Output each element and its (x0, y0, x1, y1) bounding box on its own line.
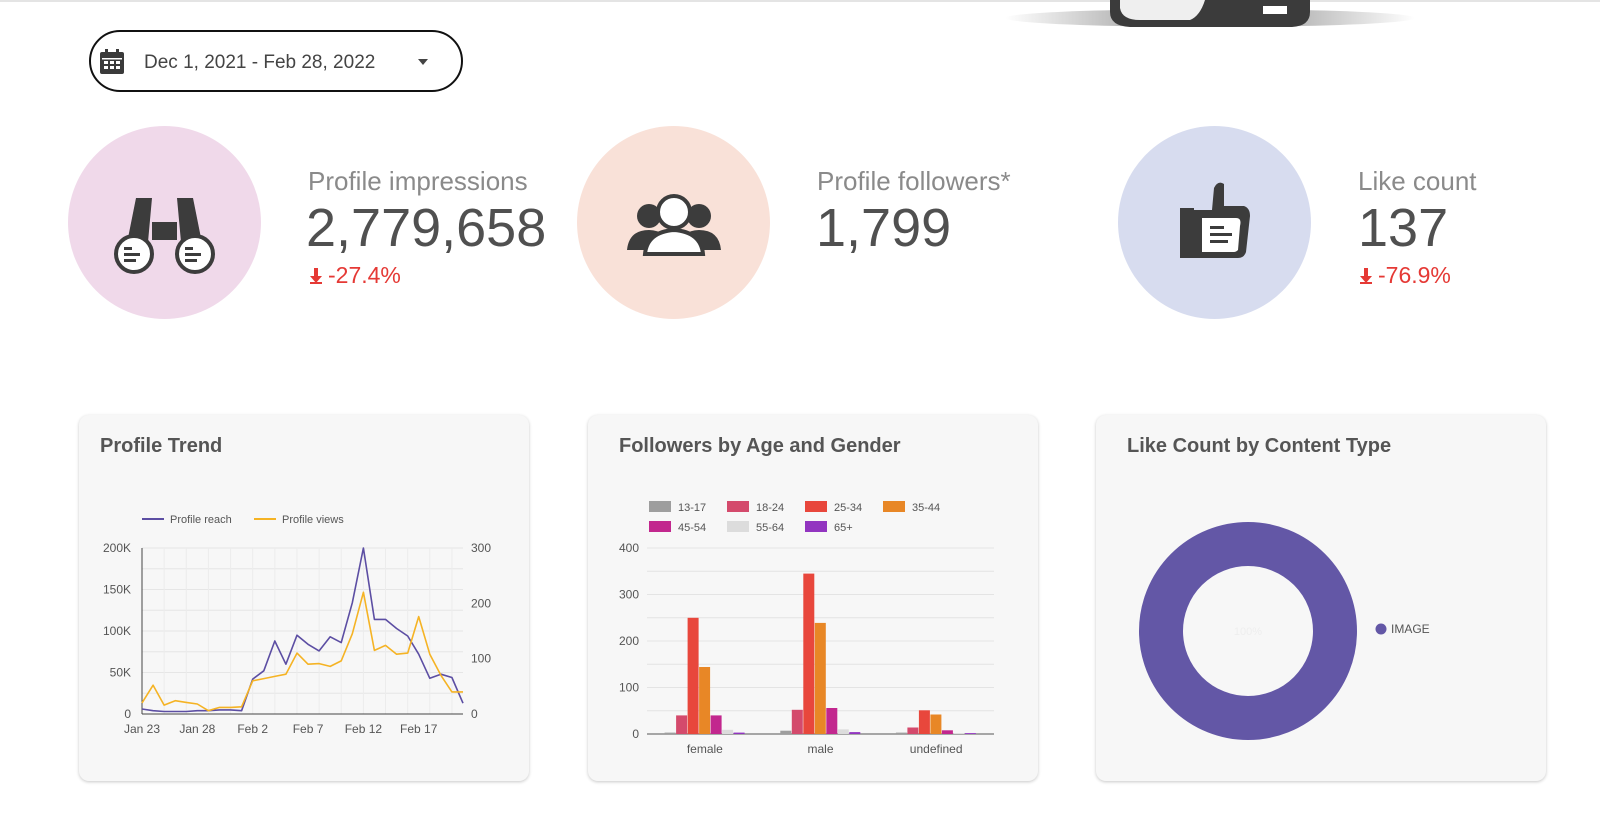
bar (826, 708, 838, 734)
followers-bar-chart: 0 100 200 300 400 female male undefined 13-17 18-… (619, 501, 994, 756)
followers-age-gender-card: Followers by Age and Gender 0 100 200 300 40… (588, 415, 1038, 781)
legend-label: IMAGE (1391, 622, 1430, 636)
kpi-icon-circle-impressions (68, 126, 261, 319)
date-range-picker[interactable]: Dec 1, 2021 - Feb 28, 2022 (89, 30, 463, 92)
legend-swatch (727, 501, 749, 512)
y-tick-label: 300 (619, 588, 639, 602)
binoculars-icon (114, 198, 215, 274)
y-right-tick-label: 200 (471, 596, 491, 610)
bar (814, 622, 826, 734)
x-tick-label: Feb 7 (293, 722, 324, 736)
profile-trend-chart: 0 50K 100K 150K 200K 0 100 200 300 Jan 23 Jan 28 Fe… (103, 514, 491, 736)
bar (780, 730, 792, 734)
chevron-down-icon (418, 59, 428, 65)
y-left-tick-label: 150K (103, 583, 131, 597)
series-line (141, 547, 464, 713)
legend-swatch (883, 501, 905, 512)
y-left-tick-label: 50K (110, 666, 131, 680)
bar (803, 573, 815, 734)
chart-title: Followers by Age and Gender (619, 435, 901, 457)
donut-slice (1139, 522, 1357, 740)
profile-trend-card: Profile Trend 0 50K 100K 150K 200K 0 100 200 300… (79, 415, 529, 781)
arrow-down-icon (310, 267, 322, 284)
kpi-delta-likes: -76.9% (1360, 262, 1451, 289)
kpi-label-followers: Profile followers* (817, 166, 1011, 196)
y-tick-label: 100 (619, 681, 639, 695)
legend-swatch (727, 521, 749, 532)
legend-label: 65+ (834, 522, 853, 534)
bar (687, 617, 699, 735)
legend-label: 35-44 (912, 502, 940, 514)
y-left-tick-label: 100K (103, 624, 131, 638)
decorative-header-image (1005, 0, 1415, 27)
kpi-icon-circle-likes (1118, 126, 1311, 319)
kpi-label-likes: Like count (1358, 166, 1477, 196)
bar (849, 732, 861, 734)
y-left-tick-label: 0 (124, 707, 131, 721)
kpi-value-followers: 1,799 (816, 198, 952, 258)
legend-swatch (805, 521, 827, 532)
x-tick-label: Feb 2 (237, 722, 268, 736)
y-right-tick-label: 300 (471, 541, 491, 555)
legend-swatch (649, 521, 671, 532)
bar (791, 709, 803, 734)
bar (664, 732, 676, 734)
y-tick-label: 0 (632, 727, 639, 741)
legend-label: 13-17 (678, 502, 706, 514)
kpi-value-likes: 137 (1358, 198, 1449, 258)
kpi-delta-value: -76.9% (1378, 262, 1451, 288)
bar (722, 729, 734, 734)
x-tick-label: Feb 12 (345, 722, 383, 736)
y-tick-label: 400 (619, 541, 639, 555)
chart-title: Profile Trend (100, 435, 223, 457)
x-tick-label: male (807, 742, 833, 756)
bar (710, 715, 722, 734)
kpi-delta-impressions: -27.4% (310, 262, 401, 289)
legend-label: Profile reach (170, 514, 232, 526)
legend-label: Profile views (282, 514, 344, 526)
bar (733, 732, 745, 734)
kpi-label-impressions: Profile impressions (308, 166, 528, 196)
x-tick-label: female (687, 742, 723, 756)
group-icon (627, 194, 721, 256)
kpi-delta-value: -27.4% (328, 262, 401, 288)
legend-label: 25-34 (834, 502, 862, 514)
y-right-tick-label: 100 (471, 652, 491, 666)
bar (837, 729, 849, 734)
y-right-tick-label: 0 (471, 707, 478, 721)
series-line (141, 591, 463, 712)
bar (953, 733, 965, 734)
kpi-value-impressions: 2,779,658 (306, 198, 547, 258)
top-divider (0, 0, 1600, 2)
legend-label: 45-54 (678, 522, 706, 534)
bar (907, 727, 919, 734)
chart-title: Like Count by Content Type (1127, 435, 1392, 457)
bar (918, 710, 930, 734)
like-count-donut-chart: 100% IMAGE (1139, 522, 1430, 740)
legend-label: 55-64 (756, 522, 784, 534)
donut-center-label: 100% (1234, 626, 1262, 638)
bar (930, 714, 942, 734)
bar (941, 730, 953, 734)
kpi-icon-circle-followers (577, 126, 770, 319)
legend-swatch (805, 501, 827, 512)
bar (964, 733, 976, 734)
x-tick-label: undefined (910, 742, 963, 756)
x-tick-label: Feb 17 (400, 722, 438, 736)
bar (895, 732, 907, 734)
legend-label: 18-24 (756, 502, 784, 514)
x-tick-label: Jan 23 (124, 722, 160, 736)
bar (676, 715, 688, 734)
y-tick-label: 200 (619, 634, 639, 648)
calendar-icon (100, 49, 124, 74)
y-left-tick-label: 200K (103, 541, 131, 555)
like-count-content-card: Like Count by Content Type 100% IMAGE (1096, 415, 1546, 781)
date-range-value: Dec 1, 2021 - Feb 28, 2022 (144, 52, 376, 73)
legend-marker (1375, 623, 1387, 635)
legend-swatch (649, 501, 671, 512)
arrow-down-icon (1360, 267, 1372, 284)
x-tick-label: Jan 28 (179, 722, 215, 736)
bar (699, 667, 711, 734)
thumbs-up-icon (1180, 182, 1250, 258)
